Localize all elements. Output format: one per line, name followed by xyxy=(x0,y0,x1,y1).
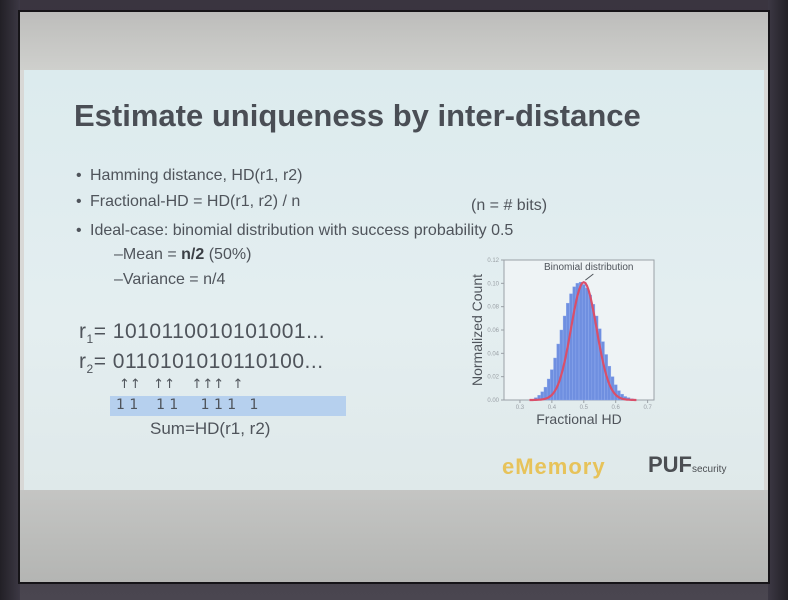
x-tick-label: 0.7 xyxy=(643,405,652,411)
bullet-ideal-text: Ideal-case: binomial distribution with s… xyxy=(90,222,514,239)
y-tick-label: 0.10 xyxy=(487,281,499,287)
y-tick-label: 0.02 xyxy=(487,375,499,381)
slide-title: Estimate uniqueness by inter-distance xyxy=(74,98,641,133)
bullet-dot-icon: • xyxy=(76,167,82,184)
y-axis-label: Normalized Count xyxy=(469,274,485,386)
screen-top-margin xyxy=(20,12,768,70)
difference-ones: 1 1 1 1 1 1 1 1 xyxy=(116,397,259,413)
y-tick-label: 0.12 xyxy=(487,258,499,264)
sub-bullet-mean: –Mean = n/2 (50%) xyxy=(114,246,251,264)
x-tick-label: 0.6 xyxy=(612,405,621,411)
histogram-bar xyxy=(556,343,560,401)
y-tick-label: 0.08 xyxy=(487,305,499,311)
r2-value: = 0110101010110100... xyxy=(93,350,324,373)
screen-bottom-margin xyxy=(20,490,768,582)
room-left-edge xyxy=(0,0,20,600)
y-tick-label: 0.06 xyxy=(487,328,499,334)
r2-subscript: 2 xyxy=(86,362,94,377)
bullet-hamming-text: Hamming distance, HD(r1, r2) xyxy=(90,167,303,184)
histogram-bar xyxy=(559,329,564,401)
emememory-logo: eMemory xyxy=(502,454,606,479)
histogram-bar xyxy=(588,294,592,401)
histogram-bar xyxy=(585,287,589,401)
mean-prefix: –Mean = xyxy=(114,246,182,263)
pufsecurity-logo: PUFsecurity xyxy=(648,452,726,478)
bullet-hamming: • Hamming distance, HD(r1, r2) xyxy=(76,167,303,185)
difference-arrows: ↑↑ ↑↑ ↑↑↑ ↑ xyxy=(119,377,244,392)
y-tick-label: 0.00 xyxy=(487,398,499,404)
puf-logo-small: security xyxy=(692,464,727,475)
binomial-curve-line xyxy=(529,280,637,402)
x-axis-label: Fractional HD xyxy=(536,411,622,427)
projector-screen: Estimate uniqueness by inter-distance • H… xyxy=(20,12,768,582)
histogram-bar xyxy=(569,293,573,401)
mean-suffix: (50%) xyxy=(204,246,252,263)
bullet-dot-icon: • xyxy=(76,222,82,239)
chart-annotation: Binomial distribution xyxy=(544,262,634,273)
x-tick-label: 0.3 xyxy=(516,405,525,411)
histogram-bar xyxy=(582,284,586,401)
annotation-arrow-icon xyxy=(585,273,594,281)
puf-logo-text: PUF xyxy=(648,452,692,477)
sum-label: Sum=HD(r1, r2) xyxy=(150,419,271,438)
r1-bitstring: r1= 1010110010101001... xyxy=(79,320,325,346)
y-tick-label: 0.04 xyxy=(487,351,499,357)
bullet-ideal: • Ideal-case: binomial distribution with … xyxy=(76,222,513,240)
bullet-fractional-note: (n = # bits) xyxy=(471,197,548,214)
r1-subscript: 1 xyxy=(86,332,94,347)
histogram-chart: 0.00 0.02 0.04 0.06 0.08 0.10 0.12 0.3 0.4 0.5 0.6… xyxy=(469,258,655,427)
mean-bold: n/2 xyxy=(181,246,205,263)
r1-label: r xyxy=(79,320,87,343)
difference-highlight-bar xyxy=(110,396,346,416)
presentation-slide: Estimate uniqueness by inter-distance • H… xyxy=(24,70,764,490)
r2-bitstring: r2= 0110101010110100... xyxy=(79,350,324,376)
x-tick-label: 0.5 xyxy=(580,405,589,411)
x-tick-label: 0.4 xyxy=(548,405,557,411)
r2-label: r xyxy=(79,350,87,373)
histogram-bar xyxy=(578,281,583,401)
r1-value: = 1010110010101001... xyxy=(93,320,326,343)
sub-bullet-variance: –Variance = n/4 xyxy=(114,271,226,288)
bullet-fractional: • Fractional-HD = HD(r1, r2) / n xyxy=(76,193,300,211)
room-right-edge xyxy=(768,0,788,600)
bullet-fractional-text: Fractional-HD = HD(r1, r2) / n xyxy=(90,193,301,210)
bullet-dot-icon: • xyxy=(76,193,82,210)
